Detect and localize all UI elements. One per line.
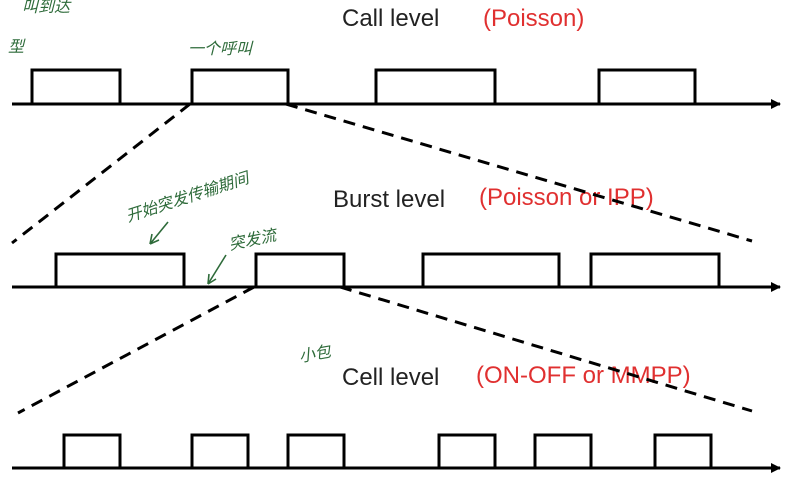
burst-level-model: (Poisson or IPP) xyxy=(479,184,654,211)
call-level-model: (Poisson) xyxy=(483,5,584,32)
zoom-line-call-left xyxy=(11,102,191,245)
burst-level-pulse-train xyxy=(12,252,770,289)
annotation-one-call: 一个呼叫 xyxy=(188,39,254,58)
cell-level-model: (ON-OFF or MMPP) xyxy=(476,362,691,389)
cell-level-title: Cell level xyxy=(342,364,439,391)
call-level-pulse-train xyxy=(12,68,770,106)
call-level-title: Call level xyxy=(342,5,439,32)
zoom-line-burst-right xyxy=(339,285,753,413)
zoom-line-call-right xyxy=(285,102,753,243)
annotation-top-left-b: 叫到达 xyxy=(22,0,72,16)
annotation-burst-flow: 突发流 xyxy=(227,225,280,254)
cell-level-pulse-train xyxy=(12,433,770,470)
annotation-burst-start: 开始突发传输期间 xyxy=(123,168,253,226)
annotation-top-left-a: 型 xyxy=(8,37,26,56)
burst-level-title: Burst level xyxy=(333,186,445,213)
annotation-arrow-burst-start xyxy=(149,221,169,245)
annotation-arrow-burst-flow xyxy=(207,254,227,285)
zoom-line-burst-left xyxy=(17,285,255,415)
annotation-packet: 小包 xyxy=(297,341,333,365)
